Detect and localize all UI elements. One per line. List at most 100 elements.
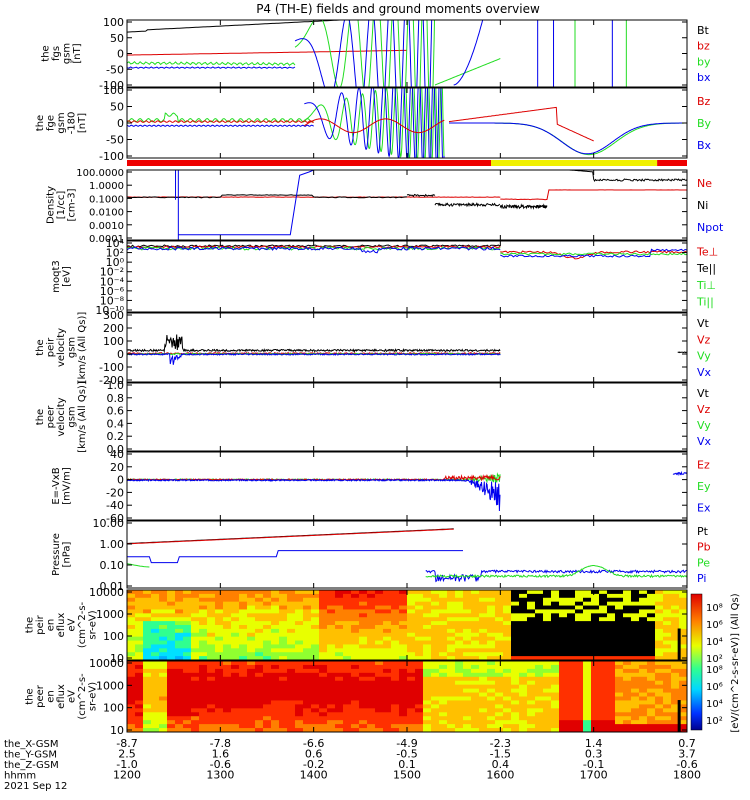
spectrogram-cell xyxy=(263,601,272,607)
spectrogram-cell xyxy=(319,605,328,610)
spectrogram-cell xyxy=(359,597,368,603)
spectrogram-cell xyxy=(359,700,368,705)
spectrogram-cell xyxy=(255,728,264,733)
spectrogram-cell xyxy=(167,597,176,603)
spectrogram-cell xyxy=(135,672,144,678)
spectrogram-cell xyxy=(519,597,528,603)
spectrogram-cell xyxy=(311,661,320,666)
spectrogram-cell xyxy=(415,648,424,653)
trace-By-late xyxy=(449,122,687,156)
spectrogram-cell xyxy=(207,712,216,717)
spectrogram-cell xyxy=(535,668,544,674)
spectrogram-cell xyxy=(271,696,280,701)
y-axis-title-line: velocity xyxy=(56,328,67,367)
spectrogram-cell xyxy=(503,661,512,666)
spectrogram-cell xyxy=(191,621,200,626)
spectrogram-cell xyxy=(359,720,368,725)
spectrogram-cell xyxy=(439,609,448,614)
spectrogram-cell xyxy=(543,597,552,603)
spectrogram-cell xyxy=(151,716,160,721)
spectrogram-cell xyxy=(391,716,400,721)
spectrogram-cell xyxy=(231,664,240,670)
spectrogram-cell xyxy=(351,656,360,661)
y-tick-label: 100 xyxy=(103,335,124,348)
trace-Npot xyxy=(178,170,314,236)
spectrogram-cell xyxy=(239,613,248,618)
spectrogram-cell xyxy=(479,688,488,694)
spectrogram-cell xyxy=(319,632,328,638)
spectrogram-cell xyxy=(511,632,520,638)
spectrogram-cell xyxy=(391,696,400,701)
spectrogram-cell xyxy=(351,601,360,607)
spectrogram-cell xyxy=(463,700,472,705)
y-axis-title-line: [cm-3] xyxy=(67,188,78,221)
spectrogram-cell xyxy=(311,664,320,670)
spectrogram-cell xyxy=(343,692,352,697)
spectrogram-cell xyxy=(295,680,304,686)
x-row-label: the_X-GSM xyxy=(4,739,58,750)
spectrogram-cell xyxy=(567,684,576,690)
spectrogram-cell xyxy=(207,696,216,701)
spectrogram-cell xyxy=(127,625,136,630)
spectrogram-cell xyxy=(543,628,552,634)
spectrogram-cell xyxy=(487,700,496,705)
spectrogram-cell xyxy=(303,640,312,645)
spectrogram-cell xyxy=(583,601,592,607)
spectrogram-cell xyxy=(455,708,464,713)
spectrogram-cell xyxy=(615,617,624,622)
spectrogram-cell xyxy=(375,613,384,618)
mode-bar-segment xyxy=(491,160,658,166)
spectrogram-cell xyxy=(671,625,680,630)
colorbar-tick: 10⁴ xyxy=(706,699,723,710)
y-tick-label: 0 xyxy=(117,474,124,487)
spectrogram-cell xyxy=(463,644,472,649)
spectrogram-cell xyxy=(271,716,280,721)
spectrogram-cell xyxy=(431,696,440,701)
spectrogram-cell xyxy=(471,688,480,694)
spectrogram-cell xyxy=(663,700,672,705)
spectrogram-cell xyxy=(679,700,688,705)
spectrogram-cell xyxy=(631,656,640,661)
spectrogram-cell xyxy=(391,648,400,653)
y-axis-title-line: [km/s (All Qs)] xyxy=(77,381,88,453)
spectrogram-cell xyxy=(591,720,600,725)
spectrogram-cell xyxy=(423,680,432,686)
spectrogram-cell xyxy=(599,672,608,678)
spectrogram-cell xyxy=(303,684,312,690)
spectrogram-cell xyxy=(311,648,320,653)
spectrogram-cell xyxy=(551,597,560,603)
spectrogram-cell xyxy=(127,664,136,670)
spectrogram-cell xyxy=(303,680,312,686)
spectrogram-cell xyxy=(511,712,520,717)
y-axis-title-line: peer xyxy=(35,684,46,708)
spectrogram-cell xyxy=(287,613,296,618)
spectrogram-cell xyxy=(655,696,664,701)
spectrogram-cell xyxy=(295,668,304,674)
spectrogram-cell xyxy=(671,692,680,697)
spectrogram-cell xyxy=(575,728,584,733)
spectrogram-cell xyxy=(215,656,224,661)
spectrogram-cell xyxy=(599,720,608,725)
spectrogram-cell xyxy=(655,656,664,661)
spectrogram-cell xyxy=(447,590,456,595)
spectrogram-cell xyxy=(207,648,216,653)
spectrogram-cell xyxy=(535,605,544,610)
spectrogram-cell xyxy=(423,640,432,645)
spectrogram-cell xyxy=(455,696,464,701)
spectrogram-cell xyxy=(295,724,304,729)
spectrogram-cell xyxy=(223,720,232,725)
spectrogram-cell xyxy=(559,632,568,638)
spectrogram-cell xyxy=(623,676,632,682)
spectrogram-cell xyxy=(279,672,288,678)
spectrogram-cell xyxy=(159,704,168,709)
spectrogram-cell xyxy=(127,636,136,642)
spectrogram-cell xyxy=(679,632,688,638)
spectrogram-cell xyxy=(215,605,224,610)
spectrogram-cell xyxy=(439,700,448,705)
x-row-value: -0.1 xyxy=(583,758,604,771)
spectrogram-cell xyxy=(543,605,552,610)
spectrogram-cell xyxy=(543,640,552,645)
spectrogram-cell xyxy=(503,696,512,701)
spectrogram-cell xyxy=(247,632,256,638)
spectrogram-cell xyxy=(631,644,640,649)
